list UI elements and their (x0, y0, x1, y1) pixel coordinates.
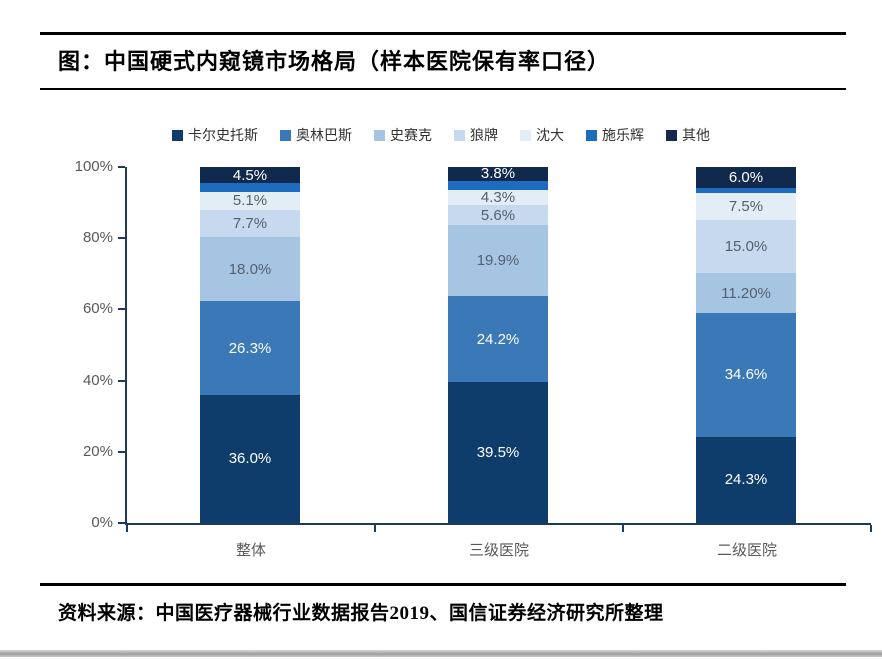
bar-segment: 39.5% (448, 382, 548, 523)
bar-segment-label: 11.20% (721, 284, 771, 302)
y-axis-tick (118, 308, 125, 311)
legend-item: 其他 (666, 125, 710, 145)
legend-swatch-icon (520, 129, 531, 141)
legend-label: 其他 (682, 127, 710, 143)
legend-swatch-icon (586, 129, 597, 141)
legend-label: 奥林巴斯 (296, 127, 352, 143)
title-underline-rule (40, 88, 846, 90)
bar-segment-label: 24.2% (476, 330, 520, 348)
legend-label: 沈大 (536, 127, 564, 143)
bar-segment: 7.5% (696, 193, 796, 221)
x-axis-tick (126, 525, 128, 532)
y-axis-label: 40% (82, 371, 113, 389)
bar-segment-label: 39.5% (476, 444, 520, 462)
bar-segment-label: 26.3% (228, 339, 272, 357)
bar-segment: 3.8% (448, 165, 548, 183)
legend-item: 狼牌 (454, 125, 498, 145)
legend-swatch-icon (172, 129, 183, 141)
legend-item: 史赛克 (374, 125, 432, 145)
legend-label: 狼牌 (470, 127, 498, 143)
legend-item: 奥林巴斯 (280, 125, 352, 145)
bar-segment-label: 15.0% (724, 238, 768, 256)
legend-swatch-icon (454, 129, 465, 141)
bar-segment (448, 180, 548, 191)
stacked-bar: 39.5% 24.2% 19.9% 5.6% 4.3% 3.8% (448, 165, 548, 523)
y-axis-label: 20% (82, 442, 113, 460)
legend-item: 沈大 (520, 125, 564, 145)
y-axis-label: 60% (82, 300, 113, 318)
y-axis-tick (118, 166, 125, 168)
source-note: 资料来源：中国医疗器械行业数据报告2019、国信证券经济研究所整理 (58, 603, 664, 624)
x-axis-category-label: 整体 (235, 542, 266, 559)
bar-segment: 4.3% (448, 189, 548, 207)
bar-segment: 18.0% (200, 237, 300, 302)
stacked-bar: 24.3% 34.6% 11.20% 15.0% 7.5% 6.0% (696, 167, 796, 523)
x-axis-category-label: 三级医院 (468, 542, 529, 559)
bar-segment: 36.0% (200, 394, 300, 523)
legend-item: 施乐辉 (586, 125, 644, 145)
bar-segment: 4.5% (200, 166, 300, 184)
legend-label: 史赛克 (390, 127, 432, 143)
bar-segment: 5.1% (200, 191, 300, 210)
x-axis-tick (870, 525, 872, 532)
x-axis-tick (374, 525, 376, 532)
bar-segment-label: 6.0% (728, 169, 764, 187)
y-axis-label: 80% (82, 229, 113, 247)
bar-segment-label: 34.6% (724, 366, 768, 384)
plot-area: 0% 20% 40% 60% 80% 100% 36.0% 26.3% 18.0% 7.7% 5.1… (75, 158, 872, 559)
bar-segment: 11.20% (696, 273, 796, 314)
bar-segment-label: 5.6% (480, 206, 516, 224)
bar-segment-label: 4.3% (480, 189, 516, 207)
x-axis-category-label: 二级医院 (716, 542, 777, 559)
bar-segment: 15.0% (696, 220, 796, 274)
legend-item: 卡尔史托斯 (172, 125, 258, 145)
bar-segment: 7.7% (200, 209, 300, 238)
y-axis-tick (118, 237, 125, 240)
legend-label: 施乐辉 (602, 127, 644, 143)
bar-segment: 34.6% (696, 313, 796, 437)
bar-segment-label: 36.0% (228, 450, 272, 468)
bottom-gray-strip (0, 650, 882, 657)
y-axis-tick (118, 450, 125, 453)
bar-segment-label: 24.3% (724, 471, 768, 489)
bar-segment-label: 7.5% (728, 198, 764, 216)
bar-segment: 26.3% (200, 301, 300, 395)
y-axis-label: 100% (74, 158, 113, 175)
bar-segment-label: 5.1% (232, 192, 268, 210)
top-rule (40, 32, 846, 35)
bar-segment-label: 19.9% (476, 252, 520, 270)
bar-segment: 24.3% (696, 436, 796, 523)
legend-swatch-icon (666, 129, 677, 141)
stacked-bar: 36.0% 26.3% 18.0% 7.7% 5.1% 4.5% (200, 167, 300, 523)
chart-title: 图：中国硬式内窥镜市场格局（样本医院保有率口径） (58, 49, 611, 74)
y-axis-tick (118, 522, 125, 524)
y-axis-tick (118, 379, 125, 382)
bar-segment-label: 4.5% (232, 166, 268, 184)
source-divider-rule (40, 583, 846, 586)
bar-segment: 24.2% (448, 296, 548, 383)
legend-swatch-icon (280, 129, 291, 141)
bar-segment-label: 18.0% (228, 260, 272, 278)
chart-legend: 卡尔史托斯 奥林巴斯 史赛克 狼牌 沈大 施乐辉 其他 (0, 125, 882, 145)
bar-segment-label: 7.7% (232, 214, 268, 232)
bar-segment: 19.9% (448, 225, 548, 297)
y-axis-label: 0% (91, 514, 113, 531)
bar-segment: 6.0% (696, 167, 796, 189)
bar-segment (200, 183, 300, 192)
bar-segment (696, 188, 796, 194)
bar-segment: 5.6% (448, 205, 548, 226)
x-axis-tick (622, 525, 624, 532)
legend-swatch-icon (374, 129, 385, 141)
legend-label: 卡尔史托斯 (188, 127, 258, 143)
bar-segment-label: 3.8% (480, 165, 516, 183)
